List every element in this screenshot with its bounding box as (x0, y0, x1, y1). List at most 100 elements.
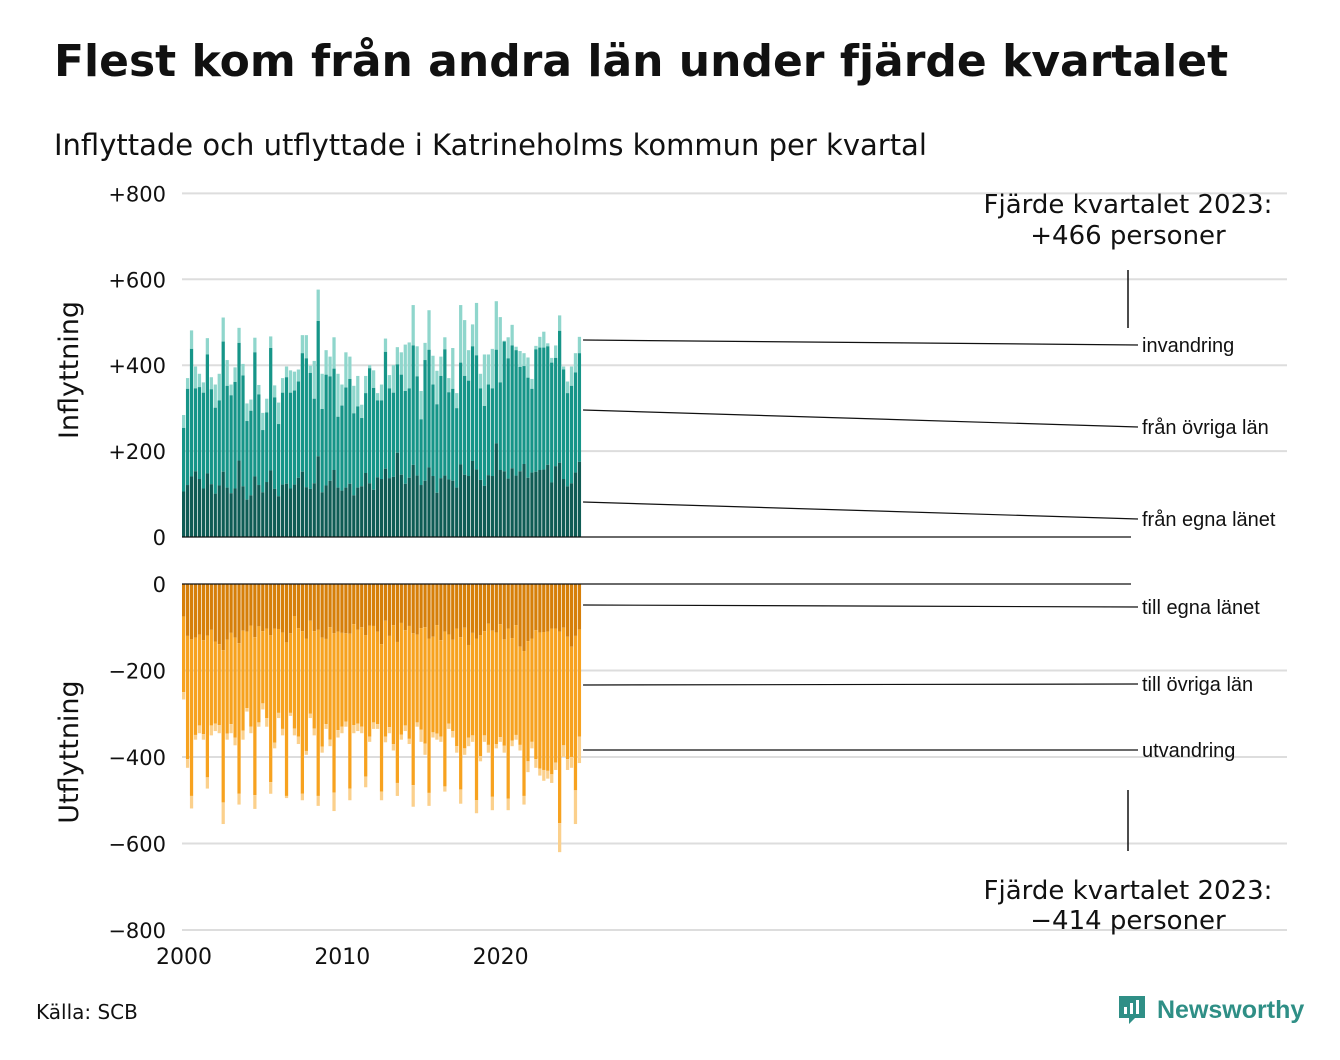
bar-fran-egna-lanet (391, 476, 396, 537)
bar-till-egna-lanet (253, 584, 257, 638)
bar-fran-egna-lanet (201, 488, 206, 537)
bar-utvandring (550, 774, 554, 783)
bar-till-ovriga-lan (419, 628, 423, 730)
bar-utvandring (371, 722, 376, 729)
bar-till-ovriga-lan (233, 637, 237, 738)
bar-fran-ovriga-lan (368, 368, 372, 484)
bar-utvandring (213, 723, 217, 732)
bar-utvandring (379, 791, 384, 801)
bar-invandring (185, 378, 190, 389)
bar-fran-ovriga-lan (403, 390, 407, 484)
bar-fran-ovriga-lan (344, 387, 348, 488)
bar-fran-egna-lanet (229, 493, 233, 537)
bar-till-ovriga-lan (463, 627, 467, 749)
bar-till-ovriga-lan (253, 637, 257, 796)
bar-till-egna-lanet (518, 584, 522, 647)
bar-fran-egna-lanet (419, 485, 423, 537)
bar-invandring (368, 365, 372, 369)
bar-utvandring (411, 785, 415, 807)
bar-till-egna-lanet (241, 584, 245, 631)
bar-till-egna-lanet (435, 584, 439, 626)
bar-fran-egna-lanet (530, 472, 534, 537)
bar-fran-ovriga-lan (241, 375, 245, 487)
bar-invandring (447, 378, 451, 393)
bar-utvandring (395, 782, 399, 796)
bar-invandring (510, 324, 514, 346)
bar-utvandring (415, 722, 419, 727)
bar-till-egna-lanet (284, 584, 289, 643)
bar-invandring (284, 366, 289, 378)
bar-till-egna-lanet (233, 584, 237, 638)
bar-fran-ovriga-lan (459, 362, 463, 465)
bar-fran-ovriga-lan (189, 348, 194, 477)
bar-till-ovriga-lan (245, 631, 249, 709)
bar-fran-ovriga-lan (356, 406, 360, 488)
bar-fran-ovriga-lan (197, 387, 202, 480)
bar-till-ovriga-lan (229, 632, 233, 725)
bar-fran-ovriga-lan (261, 430, 265, 493)
bar-fran-egna-lanet (514, 475, 518, 537)
bar-fran-ovriga-lan (320, 409, 324, 493)
bar-utvandring (288, 712, 293, 716)
bar-fran-egna-lanet (304, 487, 308, 537)
bar-till-egna-lanet (229, 584, 233, 633)
bar-till-ovriga-lan (201, 640, 206, 735)
bar-utvandring (534, 759, 538, 768)
bar-till-ovriga-lan (577, 629, 582, 737)
bar-till-ovriga-lan (427, 638, 431, 793)
bar-fran-egna-lanet (221, 471, 225, 537)
bar-fran-egna-lanet (316, 456, 320, 537)
bar-fran-egna-lanet (371, 489, 376, 537)
bar-fran-ovriga-lan (316, 320, 320, 457)
bar-till-ovriga-lan (486, 623, 491, 745)
brand-logo[interactable]: Newsworthy (1117, 994, 1304, 1026)
bar-till-egna-lanet (569, 584, 574, 647)
bar-till-egna-lanet (205, 584, 209, 636)
chart-subtitle: Inflyttade och utflyttade i Katrineholms… (54, 128, 927, 162)
bar-fran-ovriga-lan (340, 405, 344, 491)
bar-till-ovriga-lan (439, 640, 443, 737)
bar-utvandring (197, 725, 202, 734)
bar-utvandring (245, 708, 249, 712)
bar-till-egna-lanet (403, 584, 407, 631)
bar-invandring (561, 366, 566, 370)
bar-fran-ovriga-lan (502, 341, 506, 472)
bar-utvandring (241, 730, 245, 740)
bar-till-ovriga-lan (391, 625, 396, 745)
bar-till-ovriga-lan (205, 635, 209, 778)
bar-fran-ovriga-lan (423, 360, 427, 481)
bar-invandring (249, 399, 253, 411)
bar-utvandring (486, 744, 491, 753)
bar-till-ovriga-lan (542, 632, 546, 770)
bar-fran-egna-lanet (308, 488, 312, 537)
bar-utvandring (205, 777, 209, 789)
bar-fran-ovriga-lan (237, 342, 241, 461)
bar-till-ovriga-lan (459, 637, 463, 790)
bar-till-egna-lanet (522, 584, 526, 652)
bar-fran-ovriga-lan (364, 393, 368, 474)
bar-fran-egna-lanet (368, 483, 372, 537)
bar-utvandring (344, 721, 348, 727)
bar-fran-egna-lanet (423, 480, 427, 537)
bar-till-ovriga-lan (550, 628, 554, 775)
annotation-top-line2: +466 personer (1030, 221, 1226, 251)
bar-fran-egna-lanet (407, 477, 411, 537)
bar-invandring (403, 344, 407, 391)
bar-till-ovriga-lan (451, 639, 455, 732)
bar-till-ovriga-lan (312, 631, 316, 729)
bar-till-ovriga-lan (534, 630, 538, 760)
bar-utvandring (269, 782, 273, 794)
bar-fran-egna-lanet (257, 485, 261, 537)
bar-till-ovriga-lan (237, 643, 241, 794)
bar-invandring (478, 373, 483, 389)
bar-till-ovriga-lan (269, 635, 273, 783)
bar-fran-ovriga-lan (280, 392, 285, 485)
bar-utvandring (375, 724, 380, 729)
bar-fran-egna-lanet (241, 486, 245, 537)
bar-till-egna-lanet (375, 584, 380, 632)
bar-fran-egna-lanet (364, 473, 368, 537)
bar-till-egna-lanet (193, 584, 198, 638)
bar-till-ovriga-lan (241, 630, 245, 731)
bar-fran-ovriga-lan (427, 349, 431, 468)
bar-till-ovriga-lan (514, 625, 518, 735)
